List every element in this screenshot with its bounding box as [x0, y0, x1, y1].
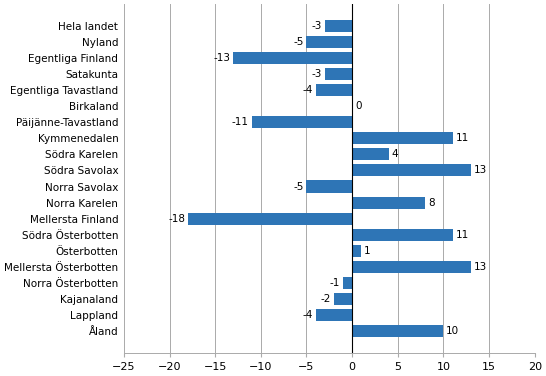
Bar: [352, 197, 425, 209]
Bar: [316, 84, 352, 96]
Text: -4: -4: [302, 310, 313, 320]
Bar: [188, 212, 352, 224]
Text: -1: -1: [330, 278, 340, 288]
Bar: [352, 164, 471, 176]
Text: -18: -18: [168, 214, 185, 224]
Text: -2: -2: [321, 294, 331, 304]
Bar: [316, 309, 352, 321]
Text: 13: 13: [473, 165, 487, 176]
Bar: [325, 68, 352, 80]
Bar: [252, 116, 352, 128]
Text: 4: 4: [391, 149, 398, 159]
Text: 11: 11: [455, 230, 468, 240]
Bar: [352, 149, 389, 161]
Bar: [343, 277, 352, 289]
Bar: [352, 132, 453, 144]
Text: -13: -13: [213, 53, 231, 63]
Bar: [325, 20, 352, 32]
Text: -5: -5: [293, 37, 304, 47]
Bar: [352, 261, 471, 273]
Text: 0: 0: [355, 101, 361, 111]
Bar: [352, 229, 453, 241]
Text: -4: -4: [302, 85, 313, 95]
Bar: [352, 325, 443, 337]
Bar: [234, 52, 352, 64]
Bar: [306, 180, 352, 193]
Bar: [306, 36, 352, 48]
Bar: [334, 293, 352, 305]
Text: -3: -3: [312, 69, 322, 79]
Text: 13: 13: [473, 262, 487, 272]
Text: -11: -11: [232, 117, 249, 127]
Text: -5: -5: [293, 182, 304, 191]
Text: -3: -3: [312, 21, 322, 31]
Text: 10: 10: [446, 326, 459, 336]
Bar: [352, 245, 361, 257]
Text: 8: 8: [428, 197, 435, 208]
Text: 11: 11: [455, 133, 468, 143]
Text: 1: 1: [364, 246, 371, 256]
